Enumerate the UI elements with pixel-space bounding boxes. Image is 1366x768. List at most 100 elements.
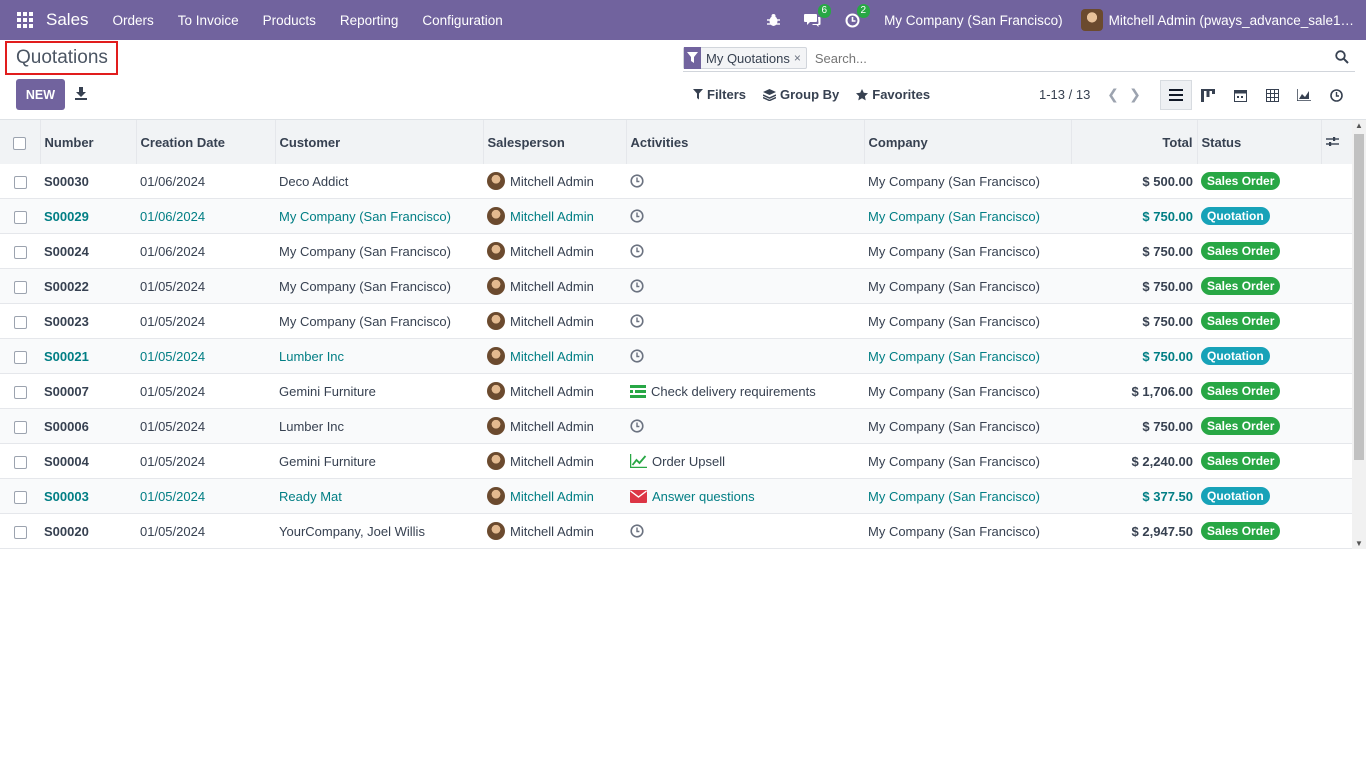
activity-view-icon[interactable]: [1320, 80, 1352, 110]
menu-to-invoice[interactable]: To Invoice: [177, 12, 239, 28]
salesperson-name: Mitchell Admin: [510, 208, 594, 224]
cell-salesperson: Mitchell Admin: [483, 269, 626, 304]
menu-configuration[interactable]: Configuration: [422, 12, 503, 28]
row-checkbox[interactable]: [0, 304, 40, 339]
cell-activities[interactable]: Check delivery requirements: [626, 374, 864, 409]
cell-activities[interactable]: Order Upsell: [626, 444, 864, 479]
scroll-down-arrow-icon[interactable]: ▼: [1355, 539, 1363, 548]
header-customer[interactable]: Customer: [275, 120, 484, 164]
cell-status: Sales Order: [1197, 409, 1321, 444]
header-activities[interactable]: Activities: [626, 120, 865, 164]
header-creation-date[interactable]: Creation Date: [136, 120, 276, 164]
pivot-view-icon[interactable]: [1256, 80, 1288, 110]
pager-previous-icon[interactable]: ❮: [1107, 86, 1119, 102]
list-scrollbar[interactable]: ▲ ▼: [1352, 120, 1366, 549]
table-row[interactable]: S00023 01/05/2024 My Company (San Francisc…: [0, 304, 1352, 339]
cell-total: $ 1,706.00: [1131, 383, 1193, 399]
header-salesperson[interactable]: Salesperson: [483, 120, 627, 164]
menu-reporting[interactable]: Reporting: [339, 12, 399, 28]
user-menu[interactable]: Mitchell Admin (pways_advance_sale1…: [1080, 9, 1354, 31]
favorites-button[interactable]: Favorites: [856, 87, 930, 102]
pager-value[interactable]: 1-13 / 13: [1039, 87, 1091, 102]
pager-next-icon[interactable]: ❯: [1129, 86, 1141, 102]
salesperson-avatar[interactable]: [487, 277, 505, 295]
facet-close-icon[interactable]: ×: [793, 51, 801, 65]
table-row[interactable]: S00024 01/06/2024 My Company (San Francisc…: [0, 234, 1352, 269]
search-input[interactable]: [814, 50, 1315, 66]
table-row[interactable]: [0, 548, 1352, 550]
cell-activities[interactable]: Answer questions: [626, 479, 864, 514]
app-brand[interactable]: Sales: [46, 10, 89, 29]
row-checkbox[interactable]: [0, 514, 40, 549]
table-row[interactable]: S00029 01/06/2024 My Company (San Francisc…: [0, 198, 1352, 234]
row-checkbox[interactable]: [0, 374, 40, 409]
header-company[interactable]: Company: [864, 120, 1072, 164]
calendar-view-icon[interactable]: [1224, 80, 1256, 110]
salesperson-avatar[interactable]: [487, 242, 505, 260]
kanban-view-icon[interactable]: [1192, 80, 1224, 110]
cell-total: $ 750.00: [1142, 208, 1193, 224]
table-row[interactable]: S00021 01/05/2024 Lumber Inc Mitchell Admin…: [0, 338, 1352, 374]
activities-clock-icon[interactable]: 2: [845, 3, 871, 28]
table-row[interactable]: S00022 01/05/2024 My Company (San Francisc…: [0, 268, 1352, 304]
select-all-checkbox[interactable]: [0, 120, 41, 164]
table-row[interactable]: S00030 01/06/2024 Deco Addict Mitchell Admi…: [0, 164, 1352, 199]
scroll-thumb[interactable]: [1354, 134, 1364, 460]
row-checkbox[interactable]: [0, 234, 40, 269]
menu-orders[interactable]: Orders: [112, 12, 154, 28]
salesperson-avatar[interactable]: [487, 452, 505, 470]
company-switcher[interactable]: My Company (San Francisco): [884, 12, 1063, 28]
list-view-icon[interactable]: [1160, 80, 1192, 110]
table-row[interactable]: S00003 01/05/2024 Ready Mat Mitchell Admin A…: [0, 478, 1352, 514]
salesperson-avatar[interactable]: [487, 487, 505, 505]
messages-chat-icon[interactable]: 6: [804, 4, 832, 27]
row-checkbox[interactable]: [0, 339, 40, 374]
salesperson-avatar[interactable]: [487, 522, 505, 540]
row-checkbox[interactable]: [0, 549, 40, 550]
optional-columns-toggle-icon[interactable]: [1321, 120, 1352, 164]
cell-activities[interactable]: [626, 304, 864, 339]
cell-activities[interactable]: [626, 409, 864, 444]
menu-products[interactable]: Products: [262, 12, 316, 28]
new-button[interactable]: NEW: [16, 79, 65, 110]
cell-activities[interactable]: [626, 164, 864, 199]
search-facet: My Quotations ×: [683, 47, 807, 69]
header-status[interactable]: Status: [1197, 120, 1322, 164]
table-row[interactable]: S00007 01/05/2024 Gemini Furniture Mitchell…: [0, 374, 1352, 409]
table-row[interactable]: S00004 01/05/2024 Gemini Furniture Mitchell…: [0, 444, 1352, 479]
salesperson-avatar[interactable]: [487, 347, 505, 365]
header-total[interactable]: Total: [1071, 120, 1198, 164]
download-icon[interactable]: [74, 86, 88, 102]
salesperson-avatar[interactable]: [487, 312, 505, 330]
apps-grid-icon[interactable]: [17, 12, 33, 28]
cell-salesperson: Mitchell Admin: [483, 234, 626, 269]
cell-activities[interactable]: [626, 269, 864, 304]
cell-activities[interactable]: [626, 234, 864, 269]
scroll-up-arrow-icon[interactable]: ▲: [1355, 121, 1363, 130]
graph-view-icon[interactable]: [1288, 80, 1320, 110]
row-checkbox[interactable]: [0, 199, 40, 234]
cell-customer: Gemini Furniture: [279, 453, 376, 469]
filters-button[interactable]: Filters: [693, 87, 746, 102]
table-row[interactable]: S00006 01/05/2024 Lumber Inc Mitchell Admin…: [0, 408, 1352, 444]
row-checkbox[interactable]: [0, 444, 40, 479]
cell-status: Sales Order: [1197, 374, 1321, 409]
salesperson-avatar[interactable]: [487, 382, 505, 400]
header-number[interactable]: Number: [40, 120, 137, 164]
row-checkbox[interactable]: [0, 269, 40, 304]
cell-salesperson: Mitchell Admin: [483, 444, 626, 479]
cell-number: S00029: [44, 208, 89, 224]
table-row[interactable]: S00020 01/05/2024 YourCompany, Joel Willis…: [0, 514, 1352, 549]
row-checkbox[interactable]: [0, 479, 40, 514]
cell-activities[interactable]: [626, 514, 864, 549]
salesperson-avatar[interactable]: [487, 417, 505, 435]
search-icon[interactable]: [1335, 50, 1349, 67]
row-checkbox[interactable]: [0, 409, 40, 444]
row-checkbox[interactable]: [0, 164, 40, 199]
salesperson-avatar[interactable]: [487, 207, 505, 225]
salesperson-avatar[interactable]: [487, 172, 505, 190]
cell-activities[interactable]: [626, 339, 864, 374]
debug-bug-icon[interactable]: [767, 13, 781, 27]
cell-activities[interactable]: [626, 199, 864, 234]
group-by-button[interactable]: Group By: [763, 87, 839, 102]
